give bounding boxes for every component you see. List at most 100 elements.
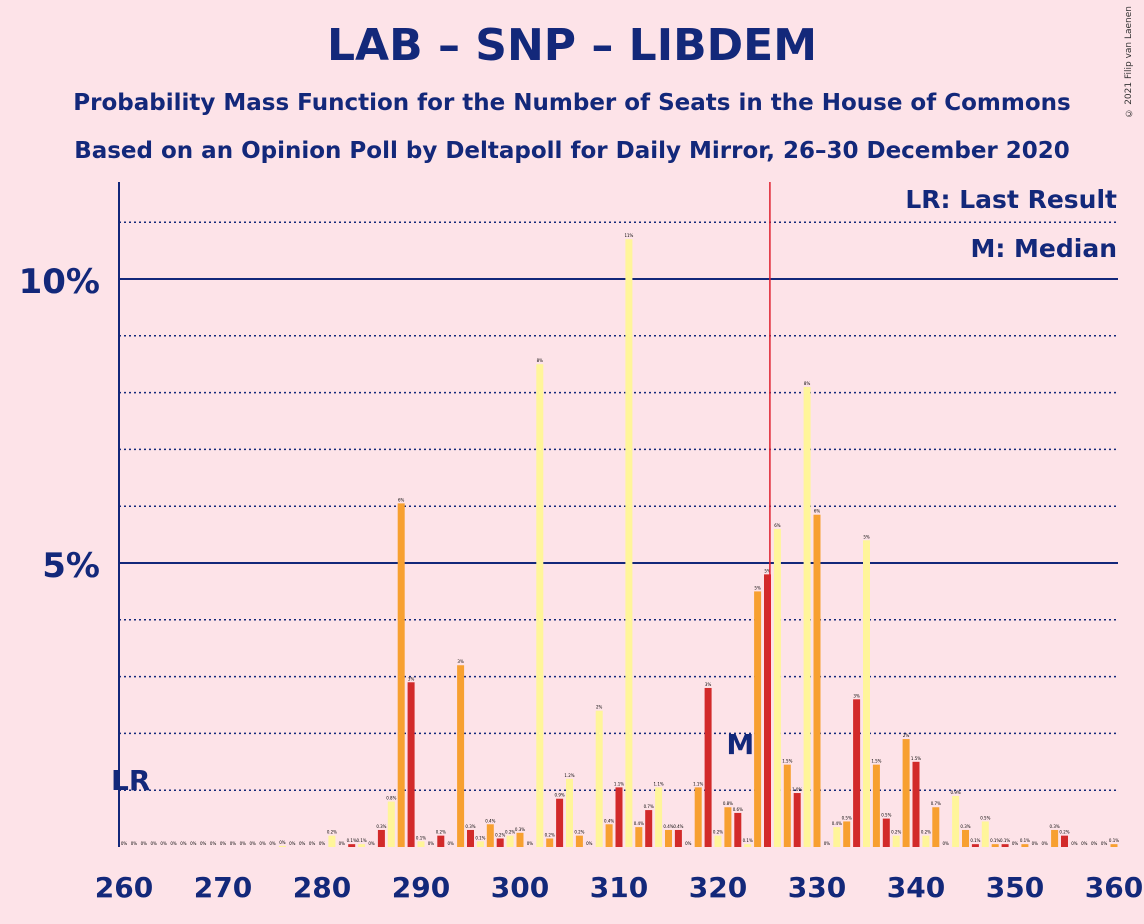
bar-label-seat-278: 0% bbox=[299, 841, 306, 846]
x-tick-label: 320 bbox=[689, 871, 747, 904]
bar-label-seat-323: 0.1% bbox=[743, 838, 753, 843]
bar-label-seat-280: 0% bbox=[319, 841, 326, 846]
bar-seat-313 bbox=[645, 810, 653, 847]
bar-seat-314 bbox=[655, 787, 663, 847]
bar-seat-347 bbox=[981, 821, 989, 847]
bar-label-seat-335: 5% bbox=[863, 534, 870, 539]
bar-label-seat-311: 11% bbox=[624, 233, 633, 238]
bar-label-seat-338: 0.2% bbox=[891, 830, 901, 835]
bar-label-seat-315: 0.4% bbox=[663, 824, 673, 829]
bar-seat-342 bbox=[932, 807, 940, 847]
bar-seat-320 bbox=[714, 835, 722, 847]
bar-label-seat-342: 0.7% bbox=[931, 801, 941, 806]
bar-label-seat-261: 0% bbox=[131, 841, 138, 846]
bar-seat-334 bbox=[853, 699, 861, 847]
bar-label-seat-360: 0.1% bbox=[1109, 838, 1119, 843]
bar-label-seat-343: 0% bbox=[943, 841, 950, 846]
bar-seat-326 bbox=[773, 528, 781, 847]
bar-seat-349 bbox=[1001, 844, 1009, 847]
bar-seat-312 bbox=[635, 827, 643, 847]
bar-seat-298 bbox=[496, 838, 504, 847]
bar-label-seat-330: 6% bbox=[814, 509, 821, 514]
bar-label-seat-318: 1.1% bbox=[693, 781, 703, 786]
bar-seat-355 bbox=[1061, 835, 1068, 847]
bar-label-seat-357: 0% bbox=[1081, 841, 1088, 846]
bar-label-seat-324: 5% bbox=[754, 585, 761, 590]
bar-label-seat-355: 0.2% bbox=[1059, 830, 1069, 835]
bar-label-seat-316: 0.4% bbox=[673, 824, 683, 829]
bar-label-seat-340: 1.5% bbox=[911, 756, 921, 761]
bar-label-seat-283: 0.1% bbox=[347, 838, 357, 843]
bar-label-seat-301: 0% bbox=[527, 841, 534, 846]
x-tick-label: 350 bbox=[986, 871, 1044, 904]
bar-seat-327 bbox=[783, 764, 791, 847]
bar-label-seat-322: 0.6% bbox=[733, 807, 743, 812]
x-tick-label: 330 bbox=[788, 871, 846, 904]
legend-median: M: Median bbox=[970, 234, 1117, 263]
bar-label-seat-297: 0.4% bbox=[485, 818, 495, 823]
bar-seat-311 bbox=[625, 239, 633, 848]
bar-label-seat-285: 0% bbox=[368, 841, 375, 846]
bar-label-seat-270: 0% bbox=[220, 841, 227, 846]
bar-label-seat-348: 0.1% bbox=[990, 838, 1000, 843]
bar-label-seat-352: 0% bbox=[1032, 841, 1039, 846]
bar-label-seat-339: 2% bbox=[903, 733, 910, 738]
y-tick-label: 5% bbox=[42, 546, 100, 586]
bar-seat-341 bbox=[922, 835, 930, 847]
bar-label-seat-347: 0.5% bbox=[980, 815, 990, 820]
bar-label-seat-287: 0.8% bbox=[386, 796, 396, 801]
bar-seat-286 bbox=[377, 829, 385, 847]
bar-label-seat-353: 0% bbox=[1042, 841, 1049, 846]
bar-label-seat-337: 0.5% bbox=[881, 813, 891, 818]
bar-seat-276 bbox=[278, 845, 286, 847]
bar-label-seat-273: 0% bbox=[250, 841, 257, 846]
x-tick-label: 340 bbox=[887, 871, 945, 904]
bar-label-seat-320: 0.2% bbox=[713, 830, 723, 835]
x-tick-label: 270 bbox=[194, 871, 252, 904]
bar-seat-288 bbox=[397, 503, 405, 847]
bar-seat-324 bbox=[754, 591, 762, 847]
annotations: LR M LR: Last Result M: Median bbox=[111, 182, 1117, 847]
bar-seat-340 bbox=[912, 761, 920, 847]
x-tick-label: 280 bbox=[293, 871, 351, 904]
bar-seat-306 bbox=[575, 835, 583, 847]
bar-seat-303 bbox=[546, 838, 554, 847]
bar-seat-304 bbox=[556, 798, 564, 847]
bar-seat-299 bbox=[506, 835, 514, 847]
x-tick-label: 360 bbox=[1085, 871, 1143, 904]
bar-label-seat-319: 3% bbox=[705, 682, 712, 687]
bar-label-seat-289: 3% bbox=[408, 676, 415, 681]
bar-label-seat-344: 0.9% bbox=[951, 790, 961, 795]
chart-subtitle: Probability Mass Function for the Number… bbox=[73, 90, 1071, 116]
bar-seat-345 bbox=[962, 829, 969, 847]
bar-label-seat-351: 0.1% bbox=[1020, 838, 1030, 843]
bar-label-seat-308: 2% bbox=[596, 705, 603, 710]
legend-last-result: LR: Last Result bbox=[905, 185, 1117, 214]
bar-label-seat-293: 0% bbox=[448, 841, 455, 846]
bar-label-seat-310: 1.1% bbox=[614, 781, 624, 786]
bar-seat-308 bbox=[595, 710, 603, 847]
bar-label-seat-349: 0.1% bbox=[1000, 838, 1010, 843]
bar-label-seat-312: 0.4% bbox=[634, 821, 644, 826]
bar-seat-344 bbox=[952, 795, 960, 847]
bar-label-seat-329: 8% bbox=[804, 381, 811, 386]
bar-label-seat-282: 0% bbox=[339, 841, 346, 846]
bar-label-seat-350: 0% bbox=[1012, 841, 1019, 846]
bar-label-seat-272: 0% bbox=[240, 841, 247, 846]
bar-label-seat-268: 0% bbox=[200, 841, 207, 846]
bar-seat-348 bbox=[991, 844, 999, 847]
bar-seat-295 bbox=[467, 829, 474, 847]
bar-seat-318 bbox=[694, 787, 702, 847]
median-marker: M bbox=[726, 728, 754, 761]
bar-label-seat-260: 0% bbox=[121, 841, 128, 846]
bar-seat-302 bbox=[536, 364, 544, 847]
bar-seat-332 bbox=[833, 827, 841, 847]
bar-label-seat-286: 0.3% bbox=[376, 824, 386, 829]
bar-seat-284 bbox=[358, 844, 366, 847]
bar-label-seat-263: 0% bbox=[151, 841, 158, 846]
bar-label-seat-334: 3% bbox=[853, 693, 860, 698]
bar-label-seat-354: 0.3% bbox=[1050, 824, 1060, 829]
bar-seat-335 bbox=[863, 540, 870, 847]
bar-seat-322 bbox=[734, 812, 742, 847]
bar-seat-333 bbox=[843, 821, 851, 847]
